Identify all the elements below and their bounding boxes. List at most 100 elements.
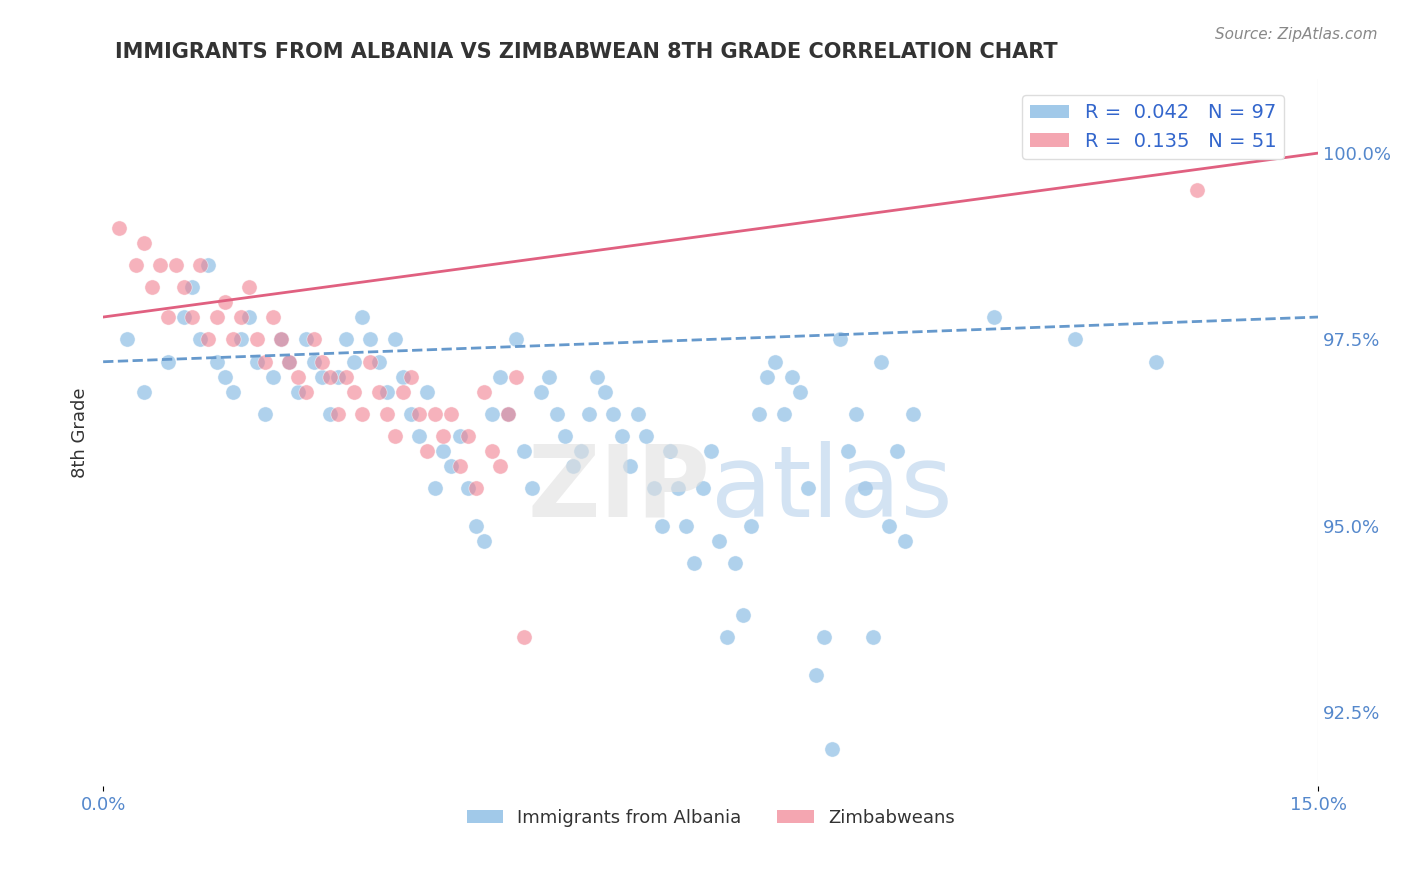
Point xyxy=(254,407,277,421)
Point xyxy=(789,384,811,399)
Text: ZIP: ZIP xyxy=(527,441,710,538)
Point xyxy=(197,258,219,272)
Point xyxy=(359,332,381,346)
Point xyxy=(813,631,835,645)
Point xyxy=(392,369,415,384)
Point xyxy=(294,384,316,399)
Point xyxy=(675,518,697,533)
Point xyxy=(561,458,583,473)
Point xyxy=(319,407,342,421)
Point xyxy=(804,667,827,681)
Point xyxy=(513,631,536,645)
Point xyxy=(432,429,454,443)
Point xyxy=(1185,183,1208,197)
Point xyxy=(132,235,155,250)
Point xyxy=(326,369,349,384)
Point xyxy=(173,310,195,324)
Point xyxy=(522,482,544,496)
Point xyxy=(425,407,447,421)
Point xyxy=(699,444,721,458)
Text: atlas: atlas xyxy=(710,441,952,538)
Point xyxy=(464,518,486,533)
Point xyxy=(141,280,163,294)
Point xyxy=(529,384,551,399)
Point xyxy=(399,369,422,384)
Point xyxy=(481,444,503,458)
Point xyxy=(780,369,803,384)
Point xyxy=(869,355,891,369)
Point xyxy=(384,429,406,443)
Point xyxy=(837,444,859,458)
Point xyxy=(659,444,682,458)
Point xyxy=(108,220,131,235)
Point xyxy=(278,355,301,369)
Point xyxy=(270,332,292,346)
Point xyxy=(569,444,592,458)
Point xyxy=(416,444,439,458)
Y-axis label: 8th Grade: 8th Grade xyxy=(72,387,89,478)
Point xyxy=(156,310,179,324)
Point xyxy=(214,369,236,384)
Point xyxy=(254,355,277,369)
Point xyxy=(205,355,228,369)
Point xyxy=(343,384,366,399)
Point xyxy=(197,332,219,346)
Point xyxy=(229,332,252,346)
Point xyxy=(229,310,252,324)
Point xyxy=(724,556,747,570)
Point xyxy=(481,407,503,421)
Point xyxy=(457,429,479,443)
Point xyxy=(214,295,236,310)
Point xyxy=(278,355,301,369)
Point xyxy=(311,355,333,369)
Point xyxy=(246,355,269,369)
Point xyxy=(222,332,245,346)
Point xyxy=(408,407,430,421)
Point xyxy=(238,310,260,324)
Point xyxy=(619,458,641,473)
Point xyxy=(408,429,430,443)
Point xyxy=(352,310,374,324)
Point xyxy=(877,518,900,533)
Point xyxy=(595,384,617,399)
Point xyxy=(287,369,309,384)
Point xyxy=(367,384,389,399)
Point xyxy=(496,407,519,421)
Point xyxy=(188,332,211,346)
Point xyxy=(716,631,738,645)
Point xyxy=(731,608,754,623)
Point xyxy=(651,518,673,533)
Point xyxy=(765,355,787,369)
Point xyxy=(156,355,179,369)
Point xyxy=(124,258,146,272)
Point xyxy=(610,429,633,443)
Point xyxy=(692,482,714,496)
Point xyxy=(425,482,447,496)
Point xyxy=(457,482,479,496)
Point xyxy=(546,407,568,421)
Point xyxy=(343,355,366,369)
Point xyxy=(335,369,357,384)
Point xyxy=(496,407,519,421)
Point xyxy=(262,369,284,384)
Point xyxy=(367,355,389,369)
Point xyxy=(472,384,495,399)
Point xyxy=(505,369,527,384)
Point xyxy=(375,384,398,399)
Point xyxy=(886,444,908,458)
Point xyxy=(132,384,155,399)
Point xyxy=(270,332,292,346)
Point xyxy=(399,407,422,421)
Text: Source: ZipAtlas.com: Source: ZipAtlas.com xyxy=(1215,27,1378,42)
Point xyxy=(1144,355,1167,369)
Point xyxy=(319,369,342,384)
Point xyxy=(165,258,187,272)
Point xyxy=(862,631,884,645)
Point xyxy=(627,407,650,421)
Point xyxy=(181,310,204,324)
Point xyxy=(772,407,794,421)
Point xyxy=(384,332,406,346)
Text: IMMIGRANTS FROM ALBANIA VS ZIMBABWEAN 8TH GRADE CORRELATION CHART: IMMIGRANTS FROM ALBANIA VS ZIMBABWEAN 8T… xyxy=(115,42,1057,62)
Point xyxy=(449,458,471,473)
Point xyxy=(821,742,844,756)
